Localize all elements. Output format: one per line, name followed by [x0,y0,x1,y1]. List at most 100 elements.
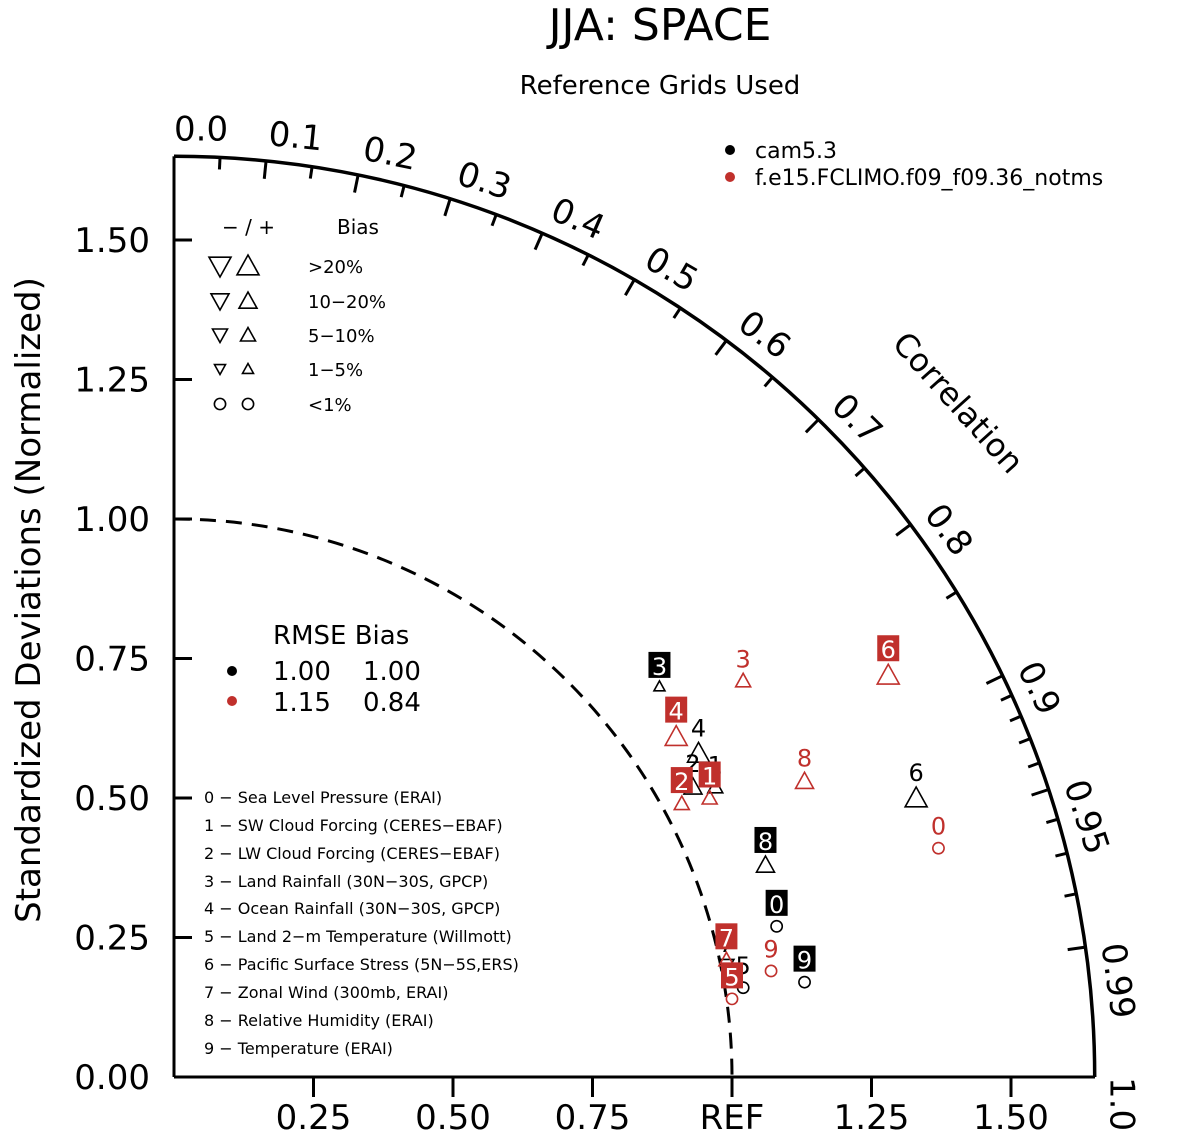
rmse-cam-bias: 1.00 [363,657,421,687]
point-label-box-cam-8 [754,826,777,853]
corr-tick-mark [985,674,1004,685]
point-label-box-cam-0 [765,889,788,916]
corr-tick-mark [1027,761,1040,769]
rmse-legend: RMSE Bias 1.00 1.00 1.15 0.84 [227,621,421,718]
point-marker-fe-6 [875,662,901,685]
point-label-box-fe-4 [665,696,688,723]
case-item-3: 3 − Land Rainfall (30N−30S, GPCP) [204,872,488,891]
corr-tick-mark [672,307,682,319]
point-marker-fe-8 [794,770,815,790]
bias-legend-circle-plus [241,397,255,411]
bias-legend-label: 1−5% [308,360,363,381]
corr-tick-mark [353,174,360,193]
point-label-fe-4: 4 [669,698,684,726]
bias-legend-down-triangle [211,328,229,345]
corr-tick-mark [581,254,590,267]
corr-tick-label: 0.6 [731,303,798,367]
legend-cam-dot [725,145,735,155]
outer-arc [173,154,1097,1078]
case-item-9: 9 − Temperature (ERAI) [204,1039,393,1058]
point-label-box-cam-9 [793,945,816,972]
point-marker-fe-5 [725,992,739,1006]
point-label-fe-8: 8 [797,744,812,772]
y-axis-label: Standardized Deviations (Normalized) [9,277,49,923]
point-marker-cam-8 [755,854,776,873]
point-marker-cam-6 [903,785,929,808]
bias-legend-label: >20% [308,257,363,278]
case-item-7: 7 − Zonal Wind (300mb, ERAI) [204,983,448,1002]
corr-tick-mark [1009,714,1022,723]
point-marker-fe-2 [672,794,691,811]
corr-tick-mark [714,339,728,356]
bias-legend-label: 10−20% [308,292,386,313]
point-label-cam-8: 8 [758,828,773,856]
point-label-box-fe-7 [715,923,738,950]
corr-tick-mark [308,166,314,179]
case-list: 0 − Sea Level Pressure (ERAI) 1 − SW Clo… [204,788,519,1058]
x-tick-label: 0.25 [276,1098,352,1135]
bias-legend: − / + Bias >20% 10−20% 5−10% 1−5% <1% [207,215,386,416]
x-tick-label: 0.50 [415,1098,491,1135]
bias-legend-down-triangle [213,363,227,377]
corr-tick-mark [443,198,452,217]
corr-tick-mark [1031,788,1050,797]
corr-tick-mark [1067,945,1086,952]
chart-subtitle: Reference Grids Used [520,71,801,101]
case-item-5: 5 − Land 2−m Temperature (Willmott) [204,927,512,946]
point-label-fe-7: 7 [719,924,734,952]
corr-tick-label: 0.8 [916,496,980,563]
corr-tick-mark [895,523,912,537]
case-item-6: 6 − Pacific Surface Stress (5N−5S,ERS) [204,955,519,974]
y-tick-label: 0.25 [74,919,150,959]
corr-tick-label: 1.0 [1102,1077,1142,1131]
case-item-8: 8 − Relative Humidity (ERAI) [204,1011,434,1030]
y-tick-label: 0.00 [74,1058,150,1098]
point-label-cam-4: 4 [691,714,706,742]
point-marker-fe-3 [734,671,753,688]
case-item-1: 1 − SW Cloud Forcing (CERES−EBAF) [204,816,503,835]
corr-tick-label: 0.2 [360,129,421,179]
corr-tick-mark [1064,892,1077,898]
point-label-fe-3: 3 [736,645,751,673]
corr-tick-label: 0.3 [452,154,516,208]
bias-legend-rows: >20% 10−20% 5−10% 1−5% <1% [207,253,386,416]
y-tick-label: 1.25 [74,361,150,401]
bias-legend-label: <1% [308,395,352,416]
x-tick-label: 0.75 [555,1098,631,1135]
x-tick-label: REF [700,1098,765,1135]
corr-tick-mark [1018,737,1031,745]
corr-tick-mark [1045,817,1059,825]
rmse-cam-rmse: 1.00 [273,657,331,687]
corr-tick-mark [399,185,406,198]
data-points: 01234567890123456789 [648,635,946,1006]
point-marker-fe-4 [663,723,689,747]
corr-tick-mark [624,278,636,296]
point-label-cam-3: 3 [652,653,667,681]
bias-legend-up-triangle [235,253,261,276]
y-tick-label: 0.75 [74,640,150,680]
point-label-box-fe-2 [670,767,693,794]
point-label-cam-0: 0 [769,891,784,919]
corr-tick-mark [1000,693,1013,702]
point-label-cam-6: 6 [908,759,923,787]
point-label-fe-5: 5 [724,963,739,991]
corr-tick-label: 0.1 [267,114,325,159]
point-marker-fe-7 [717,950,736,967]
y-tick-label: 1.00 [74,500,150,540]
point-marker-fe-9 [764,964,778,978]
legend-cam-label: cam5.3 [755,139,837,164]
corr-tick-mark [945,590,958,600]
point-label-fe-1: 1 [702,763,717,791]
point-marker-cam-3 [652,679,667,692]
point-label-fe-0: 0 [931,813,946,841]
bias-legend-signs: − / + [222,215,275,239]
corr-tick-mark [763,376,774,388]
corr-tick-mark [217,157,222,170]
rmse-fe-bias: 0.84 [363,688,421,718]
point-label-fe-9: 9 [763,935,778,963]
y-tick-label: 1.50 [74,221,150,261]
case-item-2: 2 − LW Cloud Forcing (CERES−EBAF) [204,844,500,863]
x-tick-label: 1.25 [834,1098,910,1135]
bias-legend-label: 5−10% [308,326,375,347]
